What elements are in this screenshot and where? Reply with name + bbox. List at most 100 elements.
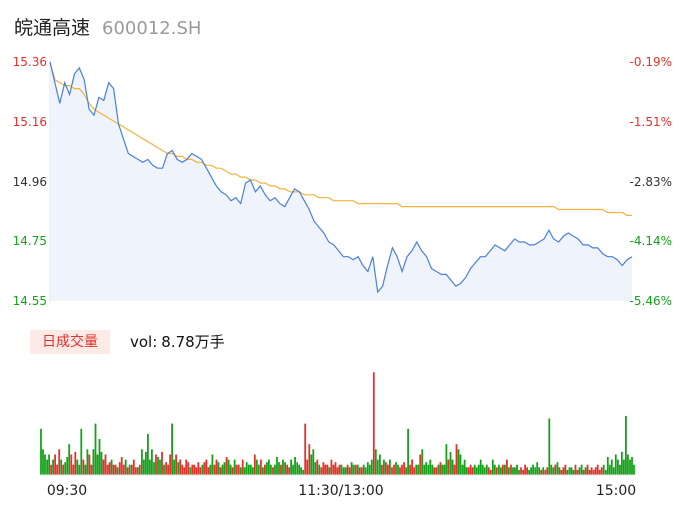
volume-bar xyxy=(447,459,450,475)
volume-bar xyxy=(536,462,539,475)
volume-bar xyxy=(437,464,440,475)
volume-bar xyxy=(427,464,430,475)
volume-bar xyxy=(270,464,272,475)
volume-bar xyxy=(86,449,89,475)
volume-bar xyxy=(197,462,200,475)
volume-bar xyxy=(596,464,599,475)
volume-bar xyxy=(316,459,319,475)
volume-bar xyxy=(191,464,194,475)
left-tick-label: 14.55 xyxy=(13,294,47,308)
volume-bar xyxy=(310,454,313,475)
volume-bar xyxy=(389,459,391,475)
volume-bar xyxy=(266,462,268,475)
volume-bar xyxy=(453,464,456,475)
volume-bar xyxy=(175,454,177,475)
volume-bar xyxy=(239,467,242,475)
volume-bar xyxy=(294,457,296,475)
volume-bar xyxy=(326,464,329,475)
stock-name: 皖通高速 xyxy=(14,17,91,39)
volume-bar xyxy=(614,454,617,475)
volume-bar xyxy=(177,462,180,475)
volume-bar xyxy=(475,467,478,475)
volume-readout-value: 8.78万手 xyxy=(161,333,225,351)
volume-bar xyxy=(633,464,635,475)
volume-bar xyxy=(118,462,121,475)
volume-bar xyxy=(106,464,109,475)
volume-bar xyxy=(274,464,276,475)
volume-bar xyxy=(120,457,123,475)
volume-bar xyxy=(495,467,498,475)
volume-bar xyxy=(542,467,545,475)
volume-bar xyxy=(330,459,333,475)
price-area-fill xyxy=(50,62,632,301)
volume-bar xyxy=(193,464,196,475)
volume-bar xyxy=(247,464,250,475)
volume-badge: 日成交量 xyxy=(30,330,110,354)
volume-bar xyxy=(602,464,605,475)
volume-bar xyxy=(288,467,290,475)
volume-bar xyxy=(348,467,351,475)
volume-bar xyxy=(383,459,385,475)
volume-bar xyxy=(617,459,619,475)
volume-bar xyxy=(354,464,357,475)
volume-bar xyxy=(92,449,95,475)
volume-bar xyxy=(421,449,424,475)
volume-bar xyxy=(461,464,464,475)
volume-bar xyxy=(374,449,377,475)
volume-bar xyxy=(502,464,504,475)
volume-bar xyxy=(284,462,286,475)
volume-bar xyxy=(379,454,381,475)
volume-bar xyxy=(560,469,563,475)
volume-bar xyxy=(134,467,137,475)
volume-bar xyxy=(153,462,155,475)
volume-bar xyxy=(572,469,575,475)
volume-bar xyxy=(260,459,262,475)
volume-bar xyxy=(393,464,395,475)
volume-bar xyxy=(469,464,472,475)
volume-bar xyxy=(48,454,50,475)
volume-bar xyxy=(481,464,484,475)
volume-bar xyxy=(114,464,117,475)
volume-bar xyxy=(64,462,67,475)
volume-bar xyxy=(229,464,232,475)
volume-bar xyxy=(413,467,415,475)
volume-bar xyxy=(491,459,494,475)
volume-bar xyxy=(498,464,500,475)
volume-bar xyxy=(151,449,153,475)
volume-bar xyxy=(387,464,389,475)
volume-bar xyxy=(540,469,543,475)
volume-bar xyxy=(370,459,373,475)
volume-bar xyxy=(544,469,547,475)
volume-bar xyxy=(96,454,99,475)
volume-bar xyxy=(528,469,530,475)
volume-bar xyxy=(514,467,516,475)
volume-bar xyxy=(66,457,69,475)
volume-bar xyxy=(558,467,561,475)
volume-bar xyxy=(233,459,236,475)
volume-bar xyxy=(463,459,466,475)
volume-bar xyxy=(334,462,337,475)
volume-bar xyxy=(44,454,46,475)
volume-bar xyxy=(62,464,65,475)
volume-bar xyxy=(562,467,565,475)
volume-bar xyxy=(213,464,216,475)
left-tick-label: 15.36 xyxy=(13,55,47,69)
volume-bar xyxy=(42,449,44,475)
volume-bar xyxy=(522,469,524,475)
volume-bar xyxy=(94,423,97,475)
volume-bar xyxy=(366,462,369,475)
volume-bar xyxy=(429,459,432,475)
volume-bar xyxy=(203,462,206,475)
volume-bar xyxy=(344,467,347,475)
volume-bar xyxy=(100,451,103,475)
volume-bar xyxy=(588,469,591,475)
volume-bar xyxy=(397,464,399,475)
volume-bar xyxy=(623,459,625,475)
volume-bar xyxy=(215,459,218,475)
volume-bar xyxy=(479,459,482,475)
volume-bar xyxy=(471,467,474,475)
volume-bar xyxy=(364,467,367,475)
volume-bar xyxy=(362,464,365,475)
volume-bar xyxy=(149,459,151,475)
volume-bar xyxy=(251,467,254,475)
